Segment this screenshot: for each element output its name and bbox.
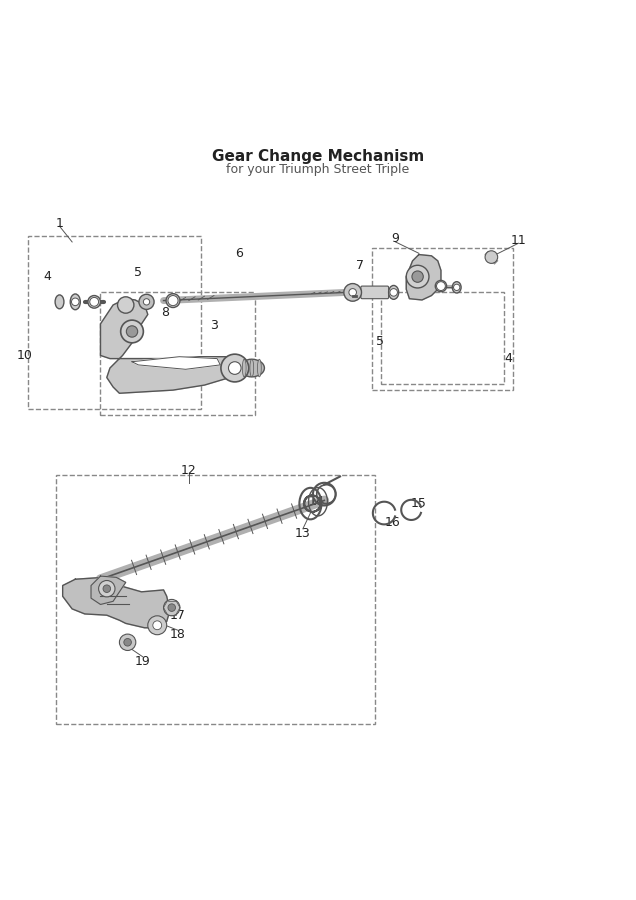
Text: 19: 19 — [135, 654, 151, 668]
Text: 8: 8 — [162, 306, 169, 319]
Circle shape — [436, 282, 445, 291]
Circle shape — [71, 298, 79, 306]
Text: 4: 4 — [504, 352, 513, 365]
Circle shape — [118, 297, 134, 313]
Circle shape — [148, 616, 167, 634]
Text: 13: 13 — [295, 526, 311, 540]
Ellipse shape — [70, 294, 80, 310]
Polygon shape — [100, 299, 239, 393]
Text: 16: 16 — [385, 516, 400, 529]
Bar — [28, 236, 202, 409]
Ellipse shape — [452, 282, 461, 293]
Circle shape — [163, 599, 180, 616]
Text: Gear Change Mechanism: Gear Change Mechanism — [212, 149, 424, 165]
Text: 17: 17 — [170, 608, 186, 622]
FancyBboxPatch shape — [361, 286, 389, 299]
Circle shape — [412, 271, 424, 283]
Bar — [57, 475, 375, 724]
Circle shape — [103, 585, 111, 592]
Text: 18: 18 — [170, 627, 186, 641]
Circle shape — [90, 297, 99, 306]
Circle shape — [127, 326, 137, 338]
Text: 1: 1 — [55, 217, 64, 230]
Ellipse shape — [88, 295, 100, 308]
Polygon shape — [406, 255, 441, 300]
Text: 7: 7 — [356, 259, 364, 272]
Ellipse shape — [55, 295, 64, 309]
Polygon shape — [63, 577, 170, 628]
Text: 9: 9 — [392, 232, 399, 246]
Circle shape — [99, 580, 115, 597]
Ellipse shape — [250, 359, 254, 377]
Circle shape — [453, 284, 460, 291]
Ellipse shape — [435, 281, 446, 292]
Ellipse shape — [242, 359, 246, 377]
Circle shape — [390, 289, 398, 296]
Text: 12: 12 — [181, 464, 197, 477]
Text: 5: 5 — [134, 266, 142, 279]
Circle shape — [124, 638, 132, 646]
Circle shape — [485, 251, 498, 264]
Polygon shape — [91, 576, 126, 605]
Circle shape — [406, 266, 429, 288]
Circle shape — [168, 604, 176, 611]
Ellipse shape — [239, 359, 265, 377]
Text: 3: 3 — [210, 319, 218, 332]
Ellipse shape — [389, 285, 399, 300]
Circle shape — [139, 294, 154, 310]
Circle shape — [153, 621, 162, 630]
Text: 4: 4 — [43, 270, 51, 284]
Circle shape — [349, 289, 356, 296]
Bar — [381, 292, 504, 383]
Circle shape — [143, 299, 149, 305]
Circle shape — [168, 295, 178, 306]
Ellipse shape — [258, 359, 261, 377]
Ellipse shape — [166, 293, 180, 308]
Text: 10: 10 — [17, 349, 33, 362]
Circle shape — [121, 320, 143, 343]
Text: 11: 11 — [511, 234, 527, 248]
Circle shape — [221, 355, 249, 382]
Text: 15: 15 — [411, 497, 427, 510]
Circle shape — [228, 362, 241, 374]
Text: 6: 6 — [235, 247, 243, 260]
Circle shape — [344, 284, 361, 302]
Bar — [100, 292, 255, 415]
Text: 5: 5 — [376, 335, 384, 348]
Circle shape — [120, 634, 136, 651]
Text: for your Triumph Street Triple: for your Triumph Street Triple — [226, 163, 410, 176]
Polygon shape — [132, 356, 220, 369]
Bar — [371, 248, 513, 390]
Text: 14: 14 — [309, 495, 324, 508]
